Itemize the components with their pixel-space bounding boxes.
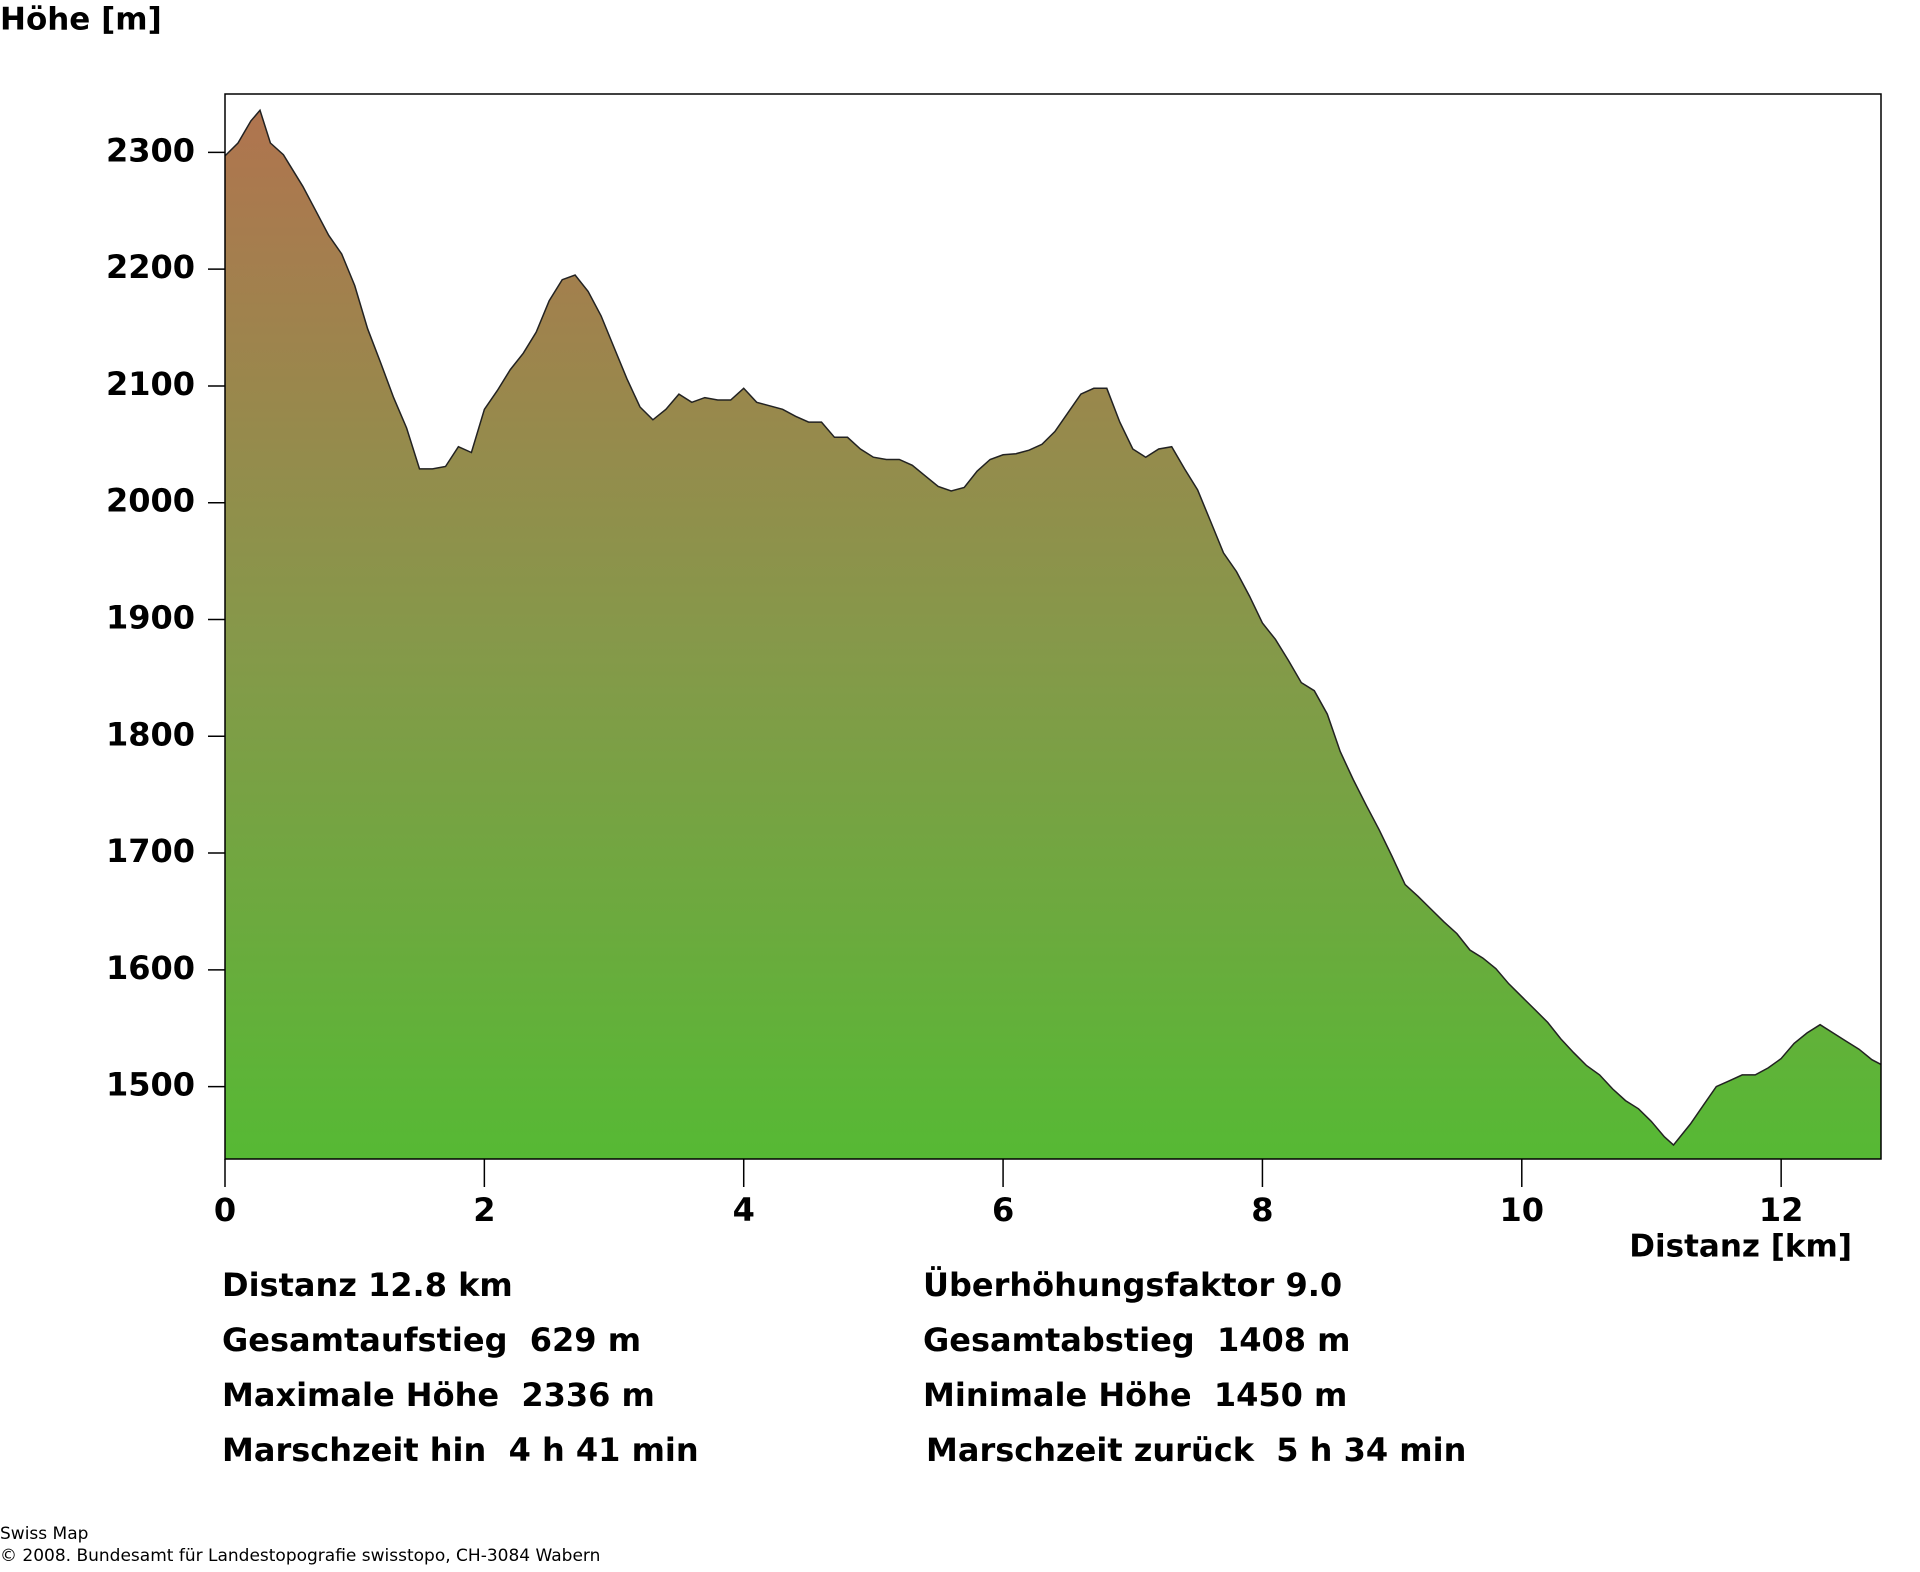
stat: Marschzeit hin 4 h 41 min — [222, 1431, 699, 1469]
x-tick-label: 4 — [733, 1191, 755, 1229]
profile-line — [224, 108, 1882, 1147]
stat: Maximale Höhe 2336 m — [222, 1376, 655, 1414]
x-tick-label: 8 — [1251, 1191, 1273, 1229]
stat: Marschzeit zurück 5 h 34 min — [926, 1431, 1466, 1469]
x-tick-label: 0 — [214, 1191, 236, 1229]
y-tick-label: 1500 — [106, 1066, 195, 1104]
stat: Distanz 12.8 km — [222, 1266, 513, 1304]
y-tick-label: 1900 — [106, 598, 195, 636]
stat: Gesamtaufstieg 629 m — [222, 1321, 641, 1359]
stat: Minimale Höhe 1450 m — [923, 1376, 1347, 1414]
x-tick-label: 12 — [1759, 1191, 1804, 1229]
x-tick-label: 6 — [992, 1191, 1014, 1229]
stat: Gesamtabstieg 1408 m — [923, 1321, 1351, 1359]
x-tick-label: 2 — [473, 1191, 495, 1229]
y-tick-label: 2200 — [106, 248, 195, 286]
footer: Swiss Map — [0, 1524, 88, 1544]
y-tick-label: 1700 — [106, 832, 195, 870]
plot-frame — [224, 93, 1882, 1160]
y-tick-label: 1800 — [106, 715, 195, 753]
y-tick-label: 2100 — [106, 365, 195, 403]
y-axis-label: Höhe [m] — [0, 2, 162, 38]
y-tick-label: 2300 — [106, 131, 195, 169]
stat: Überhöhungsfaktor 9.0 — [923, 1266, 1342, 1304]
area-fill — [225, 110, 1881, 1159]
y-tick-label: 1600 — [106, 949, 195, 987]
x-tick-label: 10 — [1500, 1191, 1545, 1229]
x-axis-label: Distanz [km] — [1629, 1229, 1852, 1265]
footer: © 2008. Bundesamt für Landestopografie s… — [0, 1546, 600, 1566]
y-tick-label: 2000 — [106, 482, 195, 520]
